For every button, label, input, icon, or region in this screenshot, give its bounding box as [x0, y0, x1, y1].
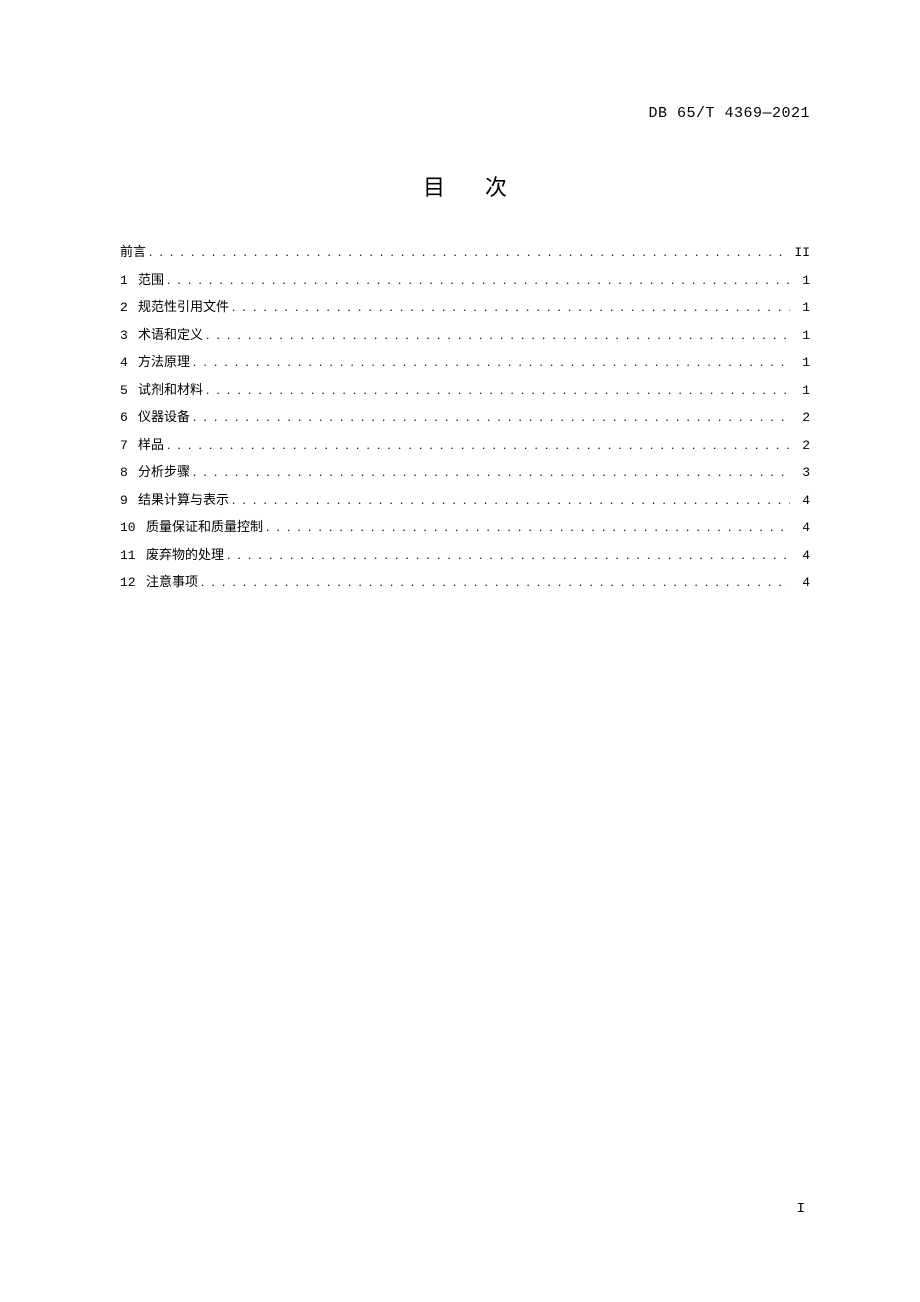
- toc-leader-dots: . . . . . . . . . . . . . . . . . . . . …: [203, 325, 790, 345]
- toc-page-number: 3: [790, 463, 810, 483]
- toc-section-number: 4: [120, 353, 138, 373]
- toc-leader-dots: . . . . . . . . . . . . . . . . . . . . …: [190, 407, 790, 427]
- toc-label: 试剂和材料: [138, 380, 203, 400]
- toc-leader-dots: . . . . . . . . . . . . . . . . . . . . …: [164, 270, 790, 290]
- toc-leader-dots: . . . . . . . . . . . . . . . . . . . . …: [224, 545, 790, 565]
- toc-section-number: 3: [120, 326, 138, 346]
- toc-label: 废弃物的处理: [146, 545, 224, 565]
- toc-label: 规范性引用文件: [138, 297, 229, 317]
- toc-leader-dots: . . . . . . . . . . . . . . . . . . . . …: [198, 572, 790, 592]
- toc-entry: 1 范围 . . . . . . . . . . . . . . . . . .…: [120, 270, 810, 291]
- toc-label: 方法原理: [138, 352, 190, 372]
- toc-section-number: 11: [120, 546, 146, 566]
- toc-page-number: 2: [790, 408, 810, 428]
- document-code: DB 65/T 4369—2021: [648, 105, 810, 122]
- toc-entry: 12 注意事项 . . . . . . . . . . . . . . . . …: [120, 572, 810, 593]
- toc-leader-dots: . . . . . . . . . . . . . . . . . . . . …: [190, 352, 790, 372]
- toc-page-number: 4: [790, 546, 810, 566]
- toc-section-number: 8: [120, 463, 138, 483]
- toc-label: 范围: [138, 270, 164, 290]
- toc-entry: 10 质量保证和质量控制 . . . . . . . . . . . . . .…: [120, 517, 810, 538]
- toc-entry: 11 废弃物的处理 . . . . . . . . . . . . . . . …: [120, 545, 810, 566]
- toc-leader-dots: . . . . . . . . . . . . . . . . . . . . …: [229, 490, 790, 510]
- toc-leader-dots: . . . . . . . . . . . . . . . . . . . . …: [263, 517, 790, 537]
- toc-page-number: 4: [790, 573, 810, 593]
- toc-page-number: 1: [790, 298, 810, 318]
- toc-leader-dots: . . . . . . . . . . . . . . . . . . . . …: [190, 462, 790, 482]
- toc-section-number: 7: [120, 436, 138, 456]
- toc-page-number: 2: [790, 436, 810, 456]
- toc-entry-foreword: 前言 . . . . . . . . . . . . . . . . . . .…: [120, 242, 810, 263]
- toc-page-number: 1: [790, 271, 810, 291]
- page-footer-number: I: [797, 1201, 805, 1217]
- toc-page-number: 4: [790, 518, 810, 538]
- toc-label: 术语和定义: [138, 325, 203, 345]
- toc-entry: 3 术语和定义 . . . . . . . . . . . . . . . . …: [120, 325, 810, 346]
- page-title: 目次: [120, 170, 810, 202]
- toc-section-number: 6: [120, 408, 138, 428]
- toc-label: 样品: [138, 435, 164, 455]
- toc-page-number: II: [790, 243, 810, 263]
- toc-section-number: 9: [120, 491, 138, 511]
- toc-label: 分析步骤: [138, 462, 190, 482]
- toc-label: 仪器设备: [138, 407, 190, 427]
- toc-section-number: 5: [120, 381, 138, 401]
- toc-leader-dots: . . . . . . . . . . . . . . . . . . . . …: [203, 380, 790, 400]
- toc-label: 前言: [120, 242, 146, 262]
- toc-page-number: 1: [790, 381, 810, 401]
- toc-entry: 8 分析步骤 . . . . . . . . . . . . . . . . .…: [120, 462, 810, 483]
- toc-page-number: 1: [790, 326, 810, 346]
- toc-section-number: 10: [120, 518, 146, 538]
- toc-entry: 9 结果计算与表示 . . . . . . . . . . . . . . . …: [120, 490, 810, 511]
- table-of-contents: 前言 . . . . . . . . . . . . . . . . . . .…: [120, 242, 810, 593]
- toc-leader-dots: . . . . . . . . . . . . . . . . . . . . …: [146, 242, 790, 262]
- toc-entry: 6 仪器设备 . . . . . . . . . . . . . . . . .…: [120, 407, 810, 428]
- toc-leader-dots: . . . . . . . . . . . . . . . . . . . . …: [164, 435, 790, 455]
- toc-label: 结果计算与表示: [138, 490, 229, 510]
- toc-entry: 7 样品 . . . . . . . . . . . . . . . . . .…: [120, 435, 810, 456]
- toc-page-number: 1: [790, 353, 810, 373]
- toc-entry: 5 试剂和材料 . . . . . . . . . . . . . . . . …: [120, 380, 810, 401]
- toc-entry: 4 方法原理 . . . . . . . . . . . . . . . . .…: [120, 352, 810, 373]
- toc-leader-dots: . . . . . . . . . . . . . . . . . . . . …: [229, 297, 790, 317]
- toc-label: 注意事项: [146, 572, 198, 592]
- toc-page-number: 4: [790, 491, 810, 511]
- toc-entry: 2 规范性引用文件 . . . . . . . . . . . . . . . …: [120, 297, 810, 318]
- toc-section-number: 12: [120, 573, 146, 593]
- toc-section-number: 2: [120, 298, 138, 318]
- toc-section-number: 1: [120, 271, 138, 291]
- toc-label: 质量保证和质量控制: [146, 517, 263, 537]
